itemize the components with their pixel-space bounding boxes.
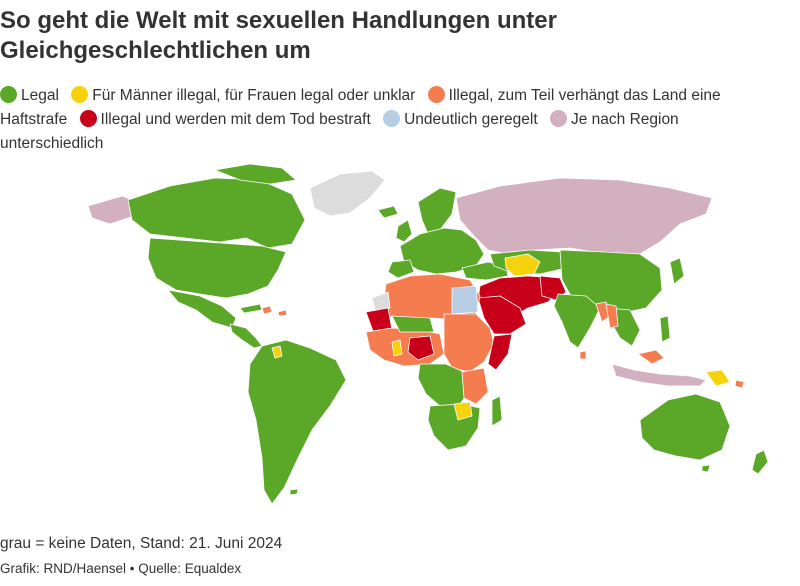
region-somalia xyxy=(487,333,513,371)
region-greenland xyxy=(309,170,386,217)
region-indonesia xyxy=(611,363,707,387)
region-myanmar xyxy=(605,303,619,329)
region-east-africa xyxy=(443,313,495,373)
region-tanzania xyxy=(461,367,489,405)
legend-swatch-male-illegal xyxy=(71,86,89,103)
region-madagascar xyxy=(491,395,503,427)
region-caribbean xyxy=(261,305,288,317)
region-zimbabwe xyxy=(453,401,473,421)
region-australia xyxy=(639,393,731,461)
region-mali-niger xyxy=(391,315,435,333)
region-india xyxy=(553,293,601,349)
legend-item-death: Illegal und werden mit dem Tod bestraft xyxy=(79,110,379,128)
region-uk xyxy=(395,219,413,243)
region-papua-new-guinea xyxy=(705,369,731,387)
region-solomon-islands xyxy=(734,379,745,389)
region-new-zealand xyxy=(751,449,769,475)
region-ghana xyxy=(391,339,403,357)
legend-swatch-illegal-prison xyxy=(427,86,445,103)
region-nigeria xyxy=(407,335,435,361)
legend-swatch-legal xyxy=(0,86,17,103)
region-guyana xyxy=(271,345,283,359)
region-tasmania xyxy=(701,464,711,473)
legend-swatch-death xyxy=(79,110,97,127)
map-credit: Grafik: RND/Haensel • Quelle: Equaldex xyxy=(0,561,242,576)
region-egypt xyxy=(451,285,479,315)
legend-swatch-region xyxy=(549,110,567,127)
legend-label-death: Illegal und werden mit dem Tod bestraft xyxy=(100,111,371,128)
region-sri-lanka xyxy=(579,350,587,360)
region-western-sahara xyxy=(371,291,391,313)
region-falklands xyxy=(289,488,299,496)
region-cuba xyxy=(239,303,263,314)
region-arabia xyxy=(477,295,527,335)
map-note: grau = keine Daten, Stand: 21. Juni 2024 xyxy=(0,535,283,552)
world-map xyxy=(0,158,800,523)
legend-item-legal: Legal xyxy=(0,86,67,104)
legend-label-region: Je nach Region unterschiedlich xyxy=(0,111,679,152)
legend-label-male-illegal: Für Männer illegal, für Frauen legal ode… xyxy=(92,87,416,104)
legend-item-male-illegal: Für Männer illegal, für Frauen legal ode… xyxy=(71,86,423,104)
world-map-svg xyxy=(87,163,769,505)
region-russia xyxy=(455,177,713,255)
region-iceland xyxy=(377,205,399,219)
region-malaysia xyxy=(637,349,665,365)
legend-label-legal: Legal xyxy=(21,87,59,104)
region-scandinavia xyxy=(417,187,457,235)
map-title: So geht die Welt mit sexuellen Handlunge… xyxy=(0,7,557,64)
region-turkmenistan xyxy=(504,253,541,277)
region-japan xyxy=(669,257,685,285)
region-canada xyxy=(127,177,306,249)
legend: Legal Für Männer illegal, für Frauen leg… xyxy=(0,84,790,156)
region-iberia xyxy=(387,259,415,279)
region-usa xyxy=(147,237,287,299)
region-europe xyxy=(399,227,485,275)
region-central-america xyxy=(229,323,263,349)
region-philippines xyxy=(659,315,671,343)
region-southern-africa xyxy=(427,403,481,451)
legend-label-illegal-prison: Illegal, zum Teil verhängt das Land eine… xyxy=(0,87,721,128)
legend-swatch-unclear xyxy=(383,110,401,127)
legend-item-illegal-prison: Illegal, zum Teil verhängt das Land eine… xyxy=(0,86,721,128)
legend-label-unclear: Undeutlich geregelt xyxy=(404,111,538,128)
legend-item-region: Je nach Region unterschiedlich xyxy=(0,110,679,152)
region-south-america xyxy=(247,339,347,505)
legend-item-unclear: Undeutlich geregelt xyxy=(383,110,546,128)
region-arctic-islands xyxy=(214,163,297,185)
